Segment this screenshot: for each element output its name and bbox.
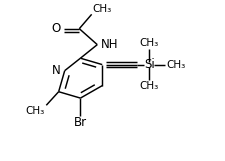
Text: CH₃: CH₃: [139, 81, 158, 91]
Text: CH₃: CH₃: [92, 4, 112, 14]
Text: CH₃: CH₃: [166, 60, 185, 70]
Text: CH₃: CH₃: [25, 106, 44, 116]
Text: NH: NH: [101, 38, 118, 51]
Text: N: N: [51, 64, 60, 77]
Text: CH₃: CH₃: [139, 38, 158, 48]
Text: Si: Si: [143, 58, 154, 71]
Text: Br: Br: [74, 116, 87, 129]
Text: O: O: [51, 22, 60, 35]
